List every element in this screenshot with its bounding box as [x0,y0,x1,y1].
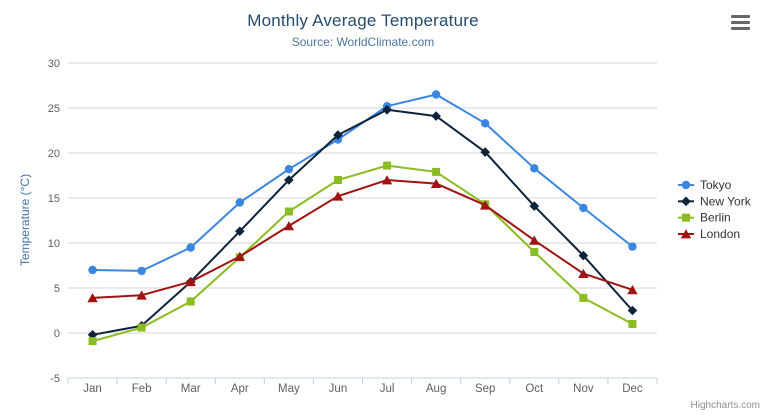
y-axis-label: 10 [48,238,60,250]
data-point-london[interactable] [430,178,442,188]
legend-item-london[interactable]: London [678,227,740,241]
y-axis-label: -5 [50,373,60,385]
data-point-tokyo[interactable] [137,266,146,276]
hamburger-menu-icon[interactable] [731,15,750,30]
data-point-london[interactable] [627,285,638,295]
data-point-london[interactable] [87,293,98,303]
data-point-tokyo[interactable] [579,203,588,213]
triangle-legend-icon [680,229,692,239]
chart-title: Monthly Average Temperature [247,11,479,30]
data-point-berlin[interactable] [186,297,195,306]
hamburger-bar [731,27,750,30]
data-point-berlin[interactable] [530,248,539,256]
data-point-berlin[interactable] [579,293,588,302]
data-point-tokyo[interactable] [481,119,490,128]
data-point-new-york[interactable] [333,130,343,140]
data-point-tokyo[interactable] [284,165,294,174]
y-axis-title: Temperature (°C) [18,174,32,266]
data-point-london[interactable] [234,251,245,261]
y-axis-label: 0 [54,328,60,340]
data-point-berlin[interactable] [383,161,392,170]
x-axis-label: Aug [426,383,446,395]
x-axis-label: Jan [83,383,102,395]
hamburger-bar [731,15,750,18]
data-point-london[interactable] [283,221,295,231]
x-axis-label: Dec [622,383,643,395]
data-point-new-york[interactable] [480,147,491,157]
chart-subtitle: Source: WorldClimate.com [291,35,435,49]
data-point-new-york[interactable] [284,175,294,185]
data-point-new-york[interactable] [87,330,98,340]
x-axis-label: Mar [181,383,201,395]
data-point-london[interactable] [381,175,393,185]
legend-label: Tokyo [700,178,732,192]
legend-item-tokyo[interactable]: Tokyo [678,178,732,192]
series-line-tokyo[interactable] [91,93,634,272]
hamburger-bar [731,21,750,24]
legend-label: London [700,227,740,241]
data-point-new-york[interactable] [627,305,638,316]
data-point-london[interactable] [529,235,540,245]
data-point-new-york[interactable] [529,201,540,211]
series-line-berlin[interactable] [91,164,634,343]
data-point-new-york[interactable] [382,105,392,115]
series-line-london[interactable] [91,179,634,299]
x-axis-label: Jun [329,383,348,395]
data-point-tokyo[interactable] [431,90,441,99]
data-point-new-york[interactable] [431,111,441,121]
series-line-new-york[interactable] [91,108,634,336]
data-point-tokyo[interactable] [530,164,539,173]
y-axis-label: 15 [48,193,60,205]
data-point-london[interactable] [136,290,147,300]
data-point-berlin[interactable] [432,167,441,176]
data-point-tokyo[interactable] [186,243,195,252]
x-axis-label: Oct [525,383,544,395]
x-axis-label: Feb [132,383,152,395]
diamond-legend-icon [681,196,691,207]
y-axis-label: 5 [54,283,60,295]
data-point-berlin[interactable] [284,207,293,216]
legend-item-berlin[interactable]: Berlin [678,211,731,225]
y-axis-label: 30 [48,58,60,70]
data-point-tokyo[interactable] [628,242,637,251]
x-axis-label: May [278,383,300,395]
data-point-new-york[interactable] [578,250,589,261]
data-point-tokyo[interactable] [88,265,97,275]
x-axis-label: Apr [231,383,249,395]
data-point-berlin[interactable] [137,323,146,332]
data-point-london[interactable] [578,268,589,278]
legend-label: New York [700,194,752,208]
data-point-london[interactable] [480,200,491,210]
circle-legend-icon [681,180,691,190]
x-axis-label: Nov [573,383,594,395]
square-legend-icon [682,213,690,222]
x-axis-label: Sep [475,383,495,395]
data-point-london[interactable] [332,191,344,201]
data-point-new-york[interactable] [234,226,245,237]
highcharts-credit-link[interactable]: Highcharts.com [690,400,760,411]
data-point-london[interactable] [185,276,196,287]
legend-label: Berlin [700,211,731,225]
legend-item-new-york[interactable]: New York [678,194,752,208]
data-point-berlin[interactable] [88,337,97,346]
data-point-tokyo[interactable] [235,198,244,207]
data-point-berlin[interactable] [628,320,637,328]
y-axis-label: 25 [48,103,60,115]
x-axis-label: Jul [380,383,395,395]
data-point-berlin[interactable] [333,176,342,184]
y-axis-label: 20 [48,148,60,160]
